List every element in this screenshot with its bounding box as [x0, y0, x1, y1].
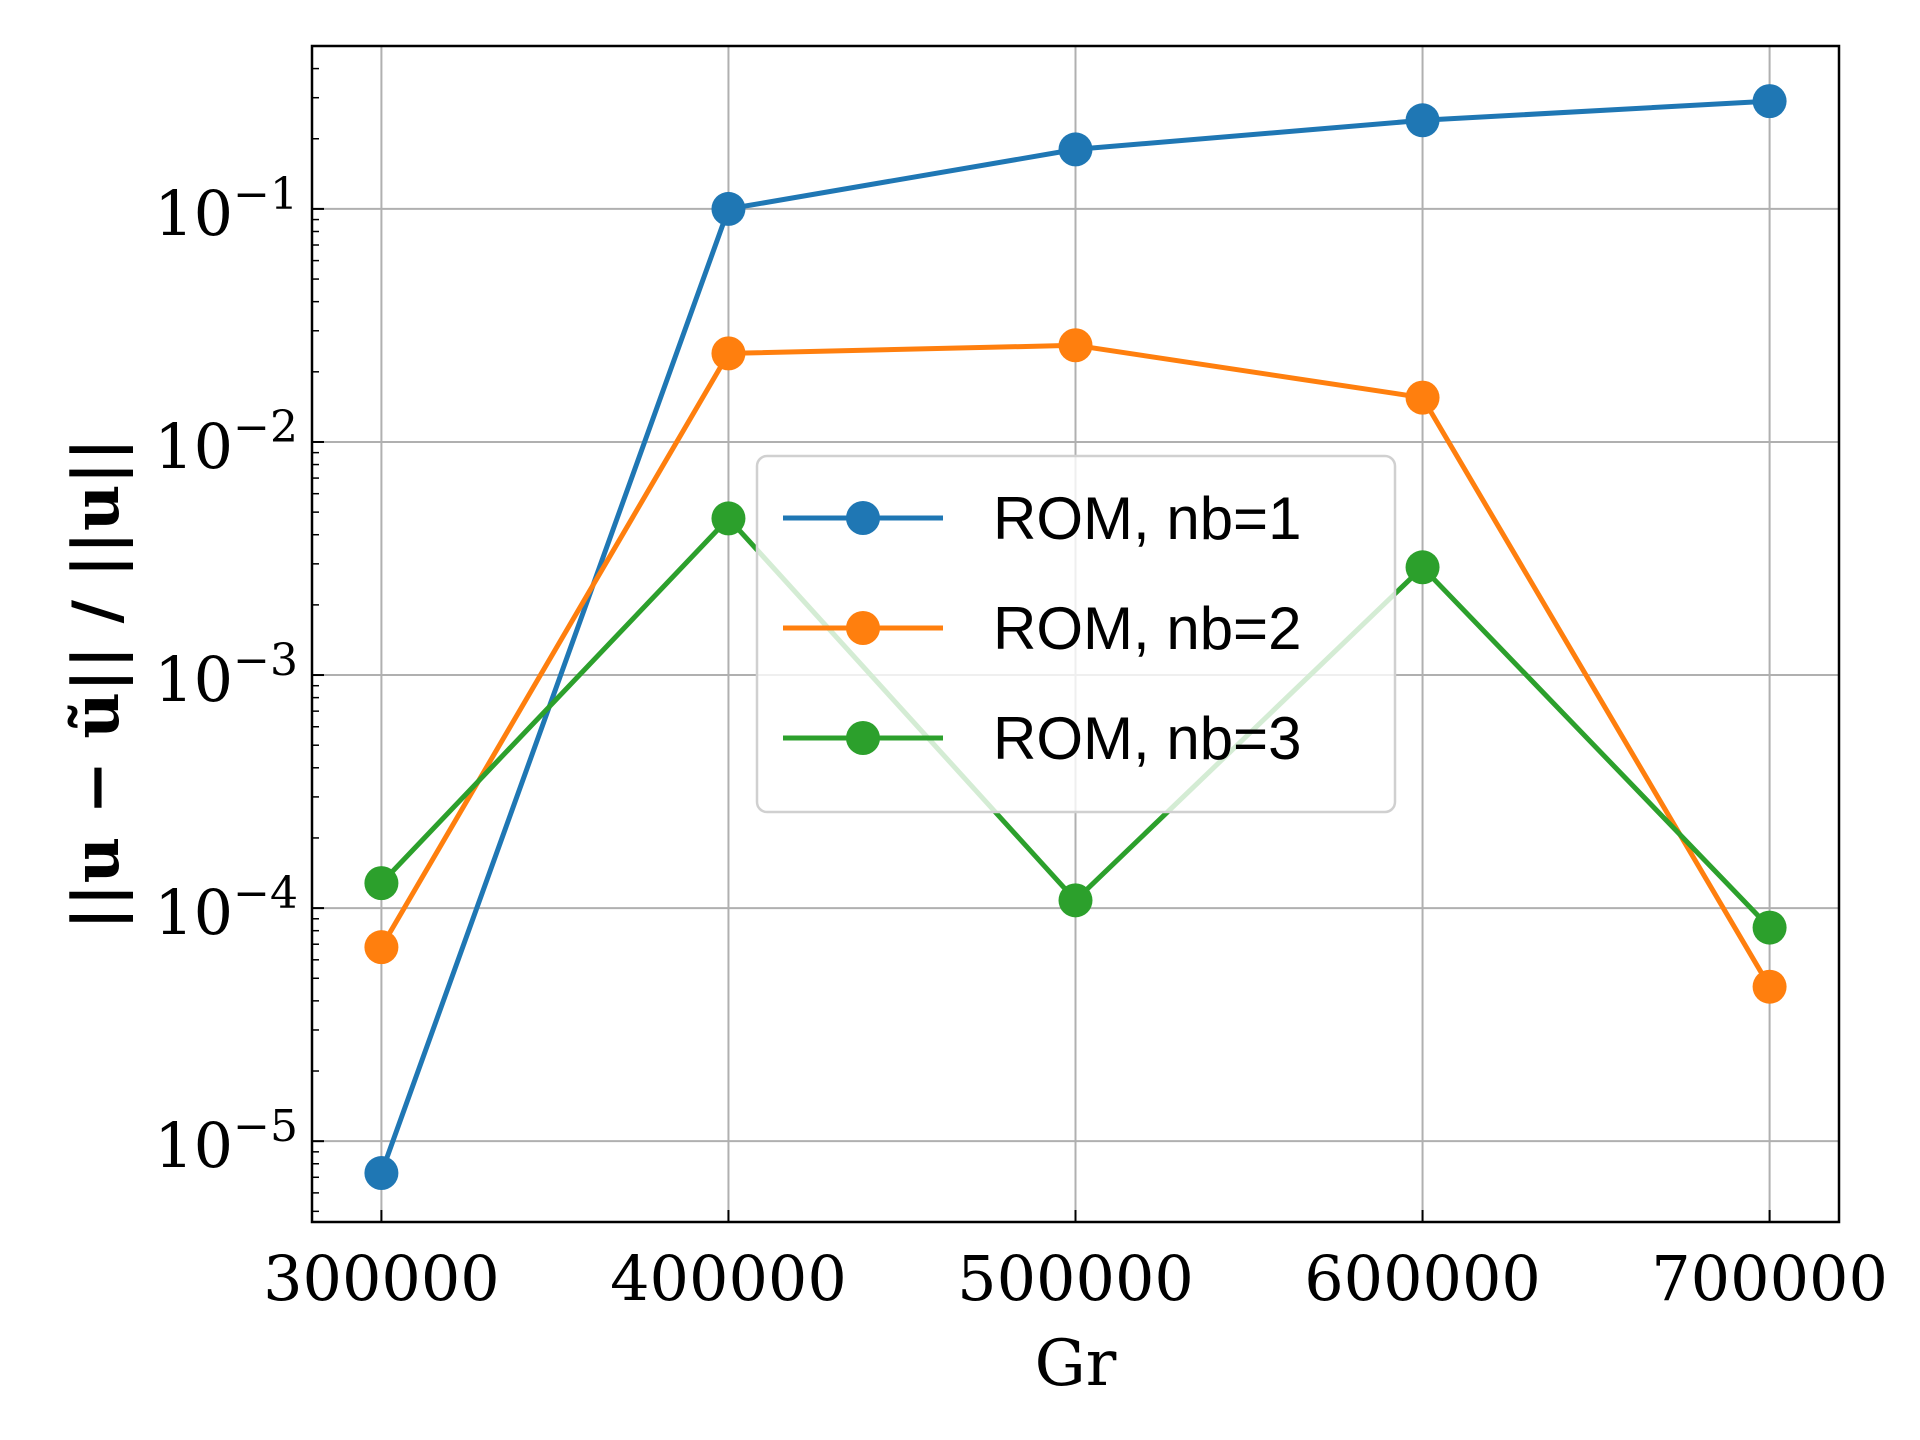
y-tick-label: 10−3: [154, 635, 298, 716]
legend-label: ROM, nb=3: [993, 705, 1301, 772]
x-tick-label: 500000: [957, 1242, 1194, 1315]
data-point: [1405, 550, 1440, 585]
data-point: [1058, 883, 1093, 918]
data-point: [1752, 84, 1787, 119]
legend-marker: [846, 721, 880, 755]
legend-item: ROM, nb=2: [783, 595, 1301, 662]
legend-marker: [846, 611, 880, 645]
legend-marker: [846, 501, 880, 535]
series-1: [364, 84, 1787, 1191]
legend-label: ROM, nb=2: [993, 595, 1301, 662]
y-axis-title: ||u − ũ|| / ||u||: [59, 438, 134, 930]
series-3: [364, 501, 1787, 945]
axis-ticks: 300000 400000 500000 600000 700000 10−5 10−4 10…: [154, 45, 1888, 1315]
data-point: [364, 930, 399, 965]
series-group: [364, 84, 1787, 1191]
legend-item: ROM, nb=1: [783, 485, 1301, 552]
data-point: [1752, 969, 1787, 1004]
legend-label: ROM, nb=1: [993, 485, 1301, 552]
y-tick-label: 10−4: [154, 868, 298, 949]
plot-frame: [310, 44, 1841, 1224]
x-tick-label: 700000: [1651, 1242, 1888, 1315]
series-2: [364, 328, 1787, 1004]
data-point: [711, 336, 746, 371]
data-point: [1405, 380, 1440, 415]
data-point: [711, 501, 746, 536]
data-point: [1058, 132, 1093, 167]
x-axis-title: Gr: [1035, 1327, 1117, 1401]
data-point: [1405, 103, 1440, 138]
grid: [312, 46, 1839, 1222]
y-tick-label: 10−2: [154, 402, 298, 483]
data-point: [1752, 910, 1787, 945]
data-point: [1058, 328, 1093, 363]
y-tick-label: 10−1: [154, 169, 298, 250]
legend-box: [755, 454, 1397, 814]
legend-item: ROM, nb=3: [783, 705, 1301, 772]
x-tick-label: 600000: [1304, 1242, 1541, 1315]
legend: ROM, nb=1 ROM, nb=2 ROM, nb=3: [755, 454, 1397, 814]
data-point: [364, 866, 399, 901]
x-tick-label: 300000: [263, 1242, 500, 1315]
x-tick-label: 400000: [610, 1242, 847, 1315]
data-point: [711, 191, 746, 226]
y-tick-label: 10−5: [154, 1101, 298, 1182]
data-point: [364, 1156, 399, 1191]
